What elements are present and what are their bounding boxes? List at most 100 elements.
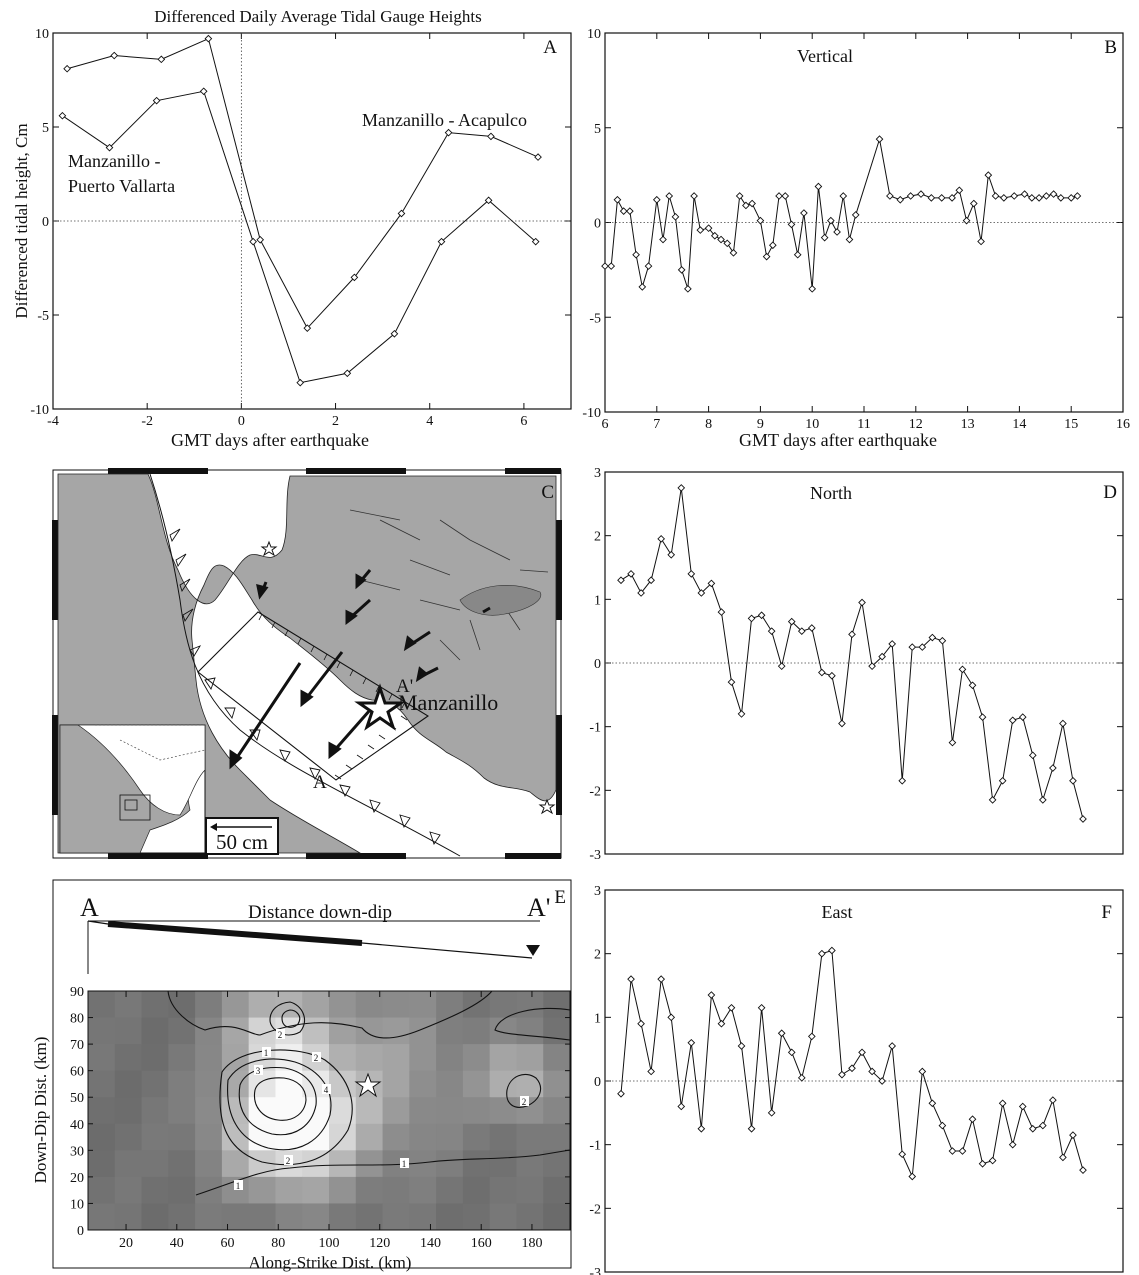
- panel-b-ytick-label: 5: [594, 122, 601, 137]
- heatmap-cell: [168, 1070, 196, 1098]
- slip-heatmap: [88, 991, 571, 1231]
- panel-b-xtick-label: 11: [857, 417, 870, 432]
- heatmap-cell: [141, 1150, 169, 1178]
- panel-a-label: A: [543, 37, 557, 58]
- heatmap-cell: [168, 1203, 196, 1231]
- heatmap-cell: [302, 1176, 330, 1204]
- panel-f-series-point-40: [1018, 1102, 1027, 1111]
- panel-d-ytick-label: -3: [589, 848, 601, 863]
- panel-b-series-point-22: [742, 201, 750, 210]
- panel-b-xtick-label: 9: [757, 417, 764, 432]
- heatmap-cell: [489, 1123, 517, 1151]
- panel-f-series-point-8: [697, 1124, 706, 1133]
- panel-b-xtick-label: 14: [1012, 417, 1026, 432]
- panel-b-series-point-21: [735, 192, 744, 200]
- panel-b-series-point-43: [906, 192, 915, 200]
- heatmap-cell: [141, 1044, 169, 1072]
- panel-d-series-point-45: [1069, 776, 1077, 785]
- heatmap-cell: [88, 1203, 116, 1231]
- panel-d-series-point-40: [1018, 713, 1027, 721]
- panel-a-series-1-point-10: [531, 237, 540, 246]
- heatmap-cell: [382, 1017, 410, 1045]
- panel-f-series-point-15: [767, 1108, 776, 1117]
- panel-a-ytick-label: 5: [42, 121, 49, 136]
- panel-a: Differenced Daily Average Tidal Gauge He…: [12, 7, 572, 450]
- panel-b-xtick-label: 10: [805, 417, 819, 432]
- panel-f-series-point-37: [988, 1156, 997, 1165]
- panel-b-series-point-55: [1010, 192, 1019, 200]
- panel-e-ytick-label: 90: [70, 985, 84, 1000]
- trench-marker-icon: [526, 945, 540, 956]
- heatmap-cell: [329, 1150, 357, 1178]
- map-displacement-arrows: [229, 569, 491, 770]
- panel-a-series-1-point-9: [484, 196, 493, 205]
- panel-b-series-point-1: [607, 262, 616, 270]
- heatmap-cell: [302, 1017, 330, 1045]
- heatmap-cell: [329, 1176, 357, 1204]
- panel-d-series-point-12: [737, 710, 746, 718]
- panel-d-series-point-42: [1038, 796, 1047, 804]
- panel-b-series-point-59: [1042, 192, 1051, 200]
- panel-b-series-point-12: [677, 266, 686, 274]
- panel-b-series-point-25: [762, 252, 771, 261]
- heatmap-cell: [221, 991, 250, 1019]
- panel-d-series-point-34: [958, 665, 967, 674]
- svg-text:1: 1: [236, 1181, 241, 1191]
- heatmap-cell: [114, 1017, 143, 1045]
- panel-f-title: East: [822, 902, 853, 922]
- map-rupture-rectangle: [197, 611, 430, 781]
- panel-e-xtick-label: 120: [369, 1236, 390, 1251]
- heatmap-cell: [543, 1176, 571, 1204]
- panel-f-series-point-23: [848, 1064, 856, 1073]
- heatmap-cell: [436, 1044, 464, 1072]
- panel-f-ytick-label: 2: [594, 948, 601, 963]
- heatmap-cell: [248, 1070, 276, 1098]
- panel-e-ytick-label: 0: [77, 1224, 84, 1239]
- heatmap-cell: [462, 1176, 491, 1204]
- heatmap-cell: [489, 1017, 517, 1045]
- panel-e-ytick-label: 70: [70, 1038, 84, 1053]
- panel-a-series-0-point-5: [303, 324, 312, 332]
- panel-b-ytick-label: -5: [589, 311, 601, 326]
- panel-d-series-point-0: [617, 576, 625, 585]
- panel-b-series-point-35: [827, 216, 835, 225]
- panel-a-series-0-point-2: [157, 55, 166, 64]
- cross-section-a-prime: A': [527, 893, 550, 922]
- panel-e-xtick-label: 160: [471, 1236, 492, 1251]
- heatmap-cell: [436, 1070, 464, 1098]
- panel-d-series-point-5: [667, 550, 676, 559]
- panel-d-series-point-27: [888, 640, 897, 648]
- contour-2-ring: [227, 1058, 332, 1151]
- heatmap-cell: [114, 1044, 143, 1072]
- panel-b: Vertical B GMT days after earthquake 6 7 8…: [582, 27, 1130, 450]
- panel-e-frame: [52, 879, 572, 1269]
- map-profile-label-a: A: [313, 772, 327, 793]
- panel-f-series-point-17: [787, 1048, 796, 1057]
- panel-d-series-point-20: [818, 668, 826, 677]
- panel-f-series-point-32: [938, 1121, 947, 1130]
- panel-f-series-point-13: [747, 1124, 756, 1133]
- panel-f-series-point-4: [657, 975, 666, 983]
- heatmap-cell: [114, 1097, 143, 1125]
- heatmap-cell: [302, 991, 330, 1019]
- heatmap-cell: [462, 1044, 491, 1072]
- heatmap-cell: [329, 1070, 357, 1098]
- heatmap-cell: [355, 1176, 384, 1204]
- heatmap-cell: [329, 1017, 357, 1045]
- panel-f-ytick-label: 1: [594, 1011, 601, 1026]
- panel-d-ytick-label: -1: [589, 721, 601, 736]
- panel-a-series-0-point-7: [397, 209, 406, 218]
- contour-labels: 1 2 3 4 2 1 2 1 2: [234, 1029, 529, 1191]
- panel-b-xtick-label: 15: [1064, 417, 1078, 432]
- panel-e-xtick-label: 40: [170, 1236, 184, 1251]
- station-star-icon: [260, 540, 278, 557]
- panel-d-label: D: [1103, 482, 1117, 503]
- heatmap-cell: [195, 1070, 223, 1098]
- panel-d-ytick-label: -2: [589, 784, 601, 799]
- panel-d-series-point-43: [1049, 764, 1057, 772]
- map-island: [459, 585, 542, 616]
- heatmap-cell: [221, 1070, 250, 1098]
- panel-f-series-point-30: [918, 1067, 927, 1076]
- heatmap-cell: [88, 1044, 116, 1072]
- heatmap-cell: [114, 1203, 143, 1231]
